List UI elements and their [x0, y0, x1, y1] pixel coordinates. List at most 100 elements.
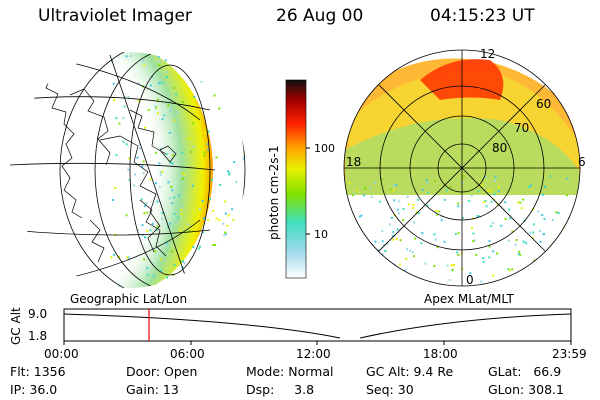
speckle-dot: [244, 201, 246, 204]
speckle-dot: [362, 281, 365, 284]
speckle-dot: [125, 143, 128, 146]
speckle-dot: [143, 212, 146, 215]
speckle-dot: [561, 237, 564, 240]
speckle-dot: [345, 278, 348, 280]
speckle-dot: [164, 282, 167, 285]
speckle-dot: [149, 84, 152, 87]
speckle-dot: [481, 184, 483, 187]
speckle-dot: [113, 253, 116, 256]
speckle-dot: [483, 201, 486, 204]
speckle-dot: [354, 228, 357, 231]
speckle-dot: [537, 264, 540, 267]
mlt-label-0: 0: [466, 273, 474, 287]
speckle-dot: [406, 195, 409, 198]
speckle-dot: [206, 68, 209, 71]
speckle-dot: [446, 264, 449, 267]
speckle-dot: [491, 221, 494, 224]
speckle-dot: [534, 263, 537, 266]
speckle-dot: [154, 182, 157, 185]
speckle-dot: [173, 212, 176, 215]
speckle-dot: [426, 182, 429, 185]
lat-lon-grid: [10, 52, 246, 288]
speckle-dot: [237, 233, 240, 236]
speckle-dot: [426, 204, 429, 207]
speckle-dot: [548, 175, 551, 178]
speckle-dot: [392, 238, 395, 241]
speckle-dot: [198, 201, 201, 204]
speckle-dot: [425, 179, 428, 182]
speckle-dot: [538, 229, 541, 232]
speckle-dot: [514, 243, 517, 246]
speckle-dot: [500, 224, 503, 227]
speckle-dot: [389, 188, 392, 191]
info-gain: Gain: 13: [126, 382, 179, 397]
speckle-dot: [127, 168, 130, 171]
speckle-dot: [576, 239, 579, 242]
speckle-dot: [435, 210, 438, 212]
speckle-dot: [224, 231, 227, 234]
speckle-dot: [168, 131, 171, 134]
speckle-dot: [348, 181, 351, 184]
speckle-dot: [504, 218, 507, 221]
speckle-dot: [167, 104, 170, 107]
speckle-dot: [173, 263, 176, 266]
speckle-dot: [171, 162, 174, 165]
speckle-dot: [110, 256, 113, 259]
speckle-dot: [487, 189, 490, 192]
speckle-dot: [407, 203, 410, 206]
speckle-dot: [161, 212, 164, 215]
speckle-dot: [414, 237, 417, 240]
speckle-dot: [399, 263, 401, 266]
speckle-dot: [134, 173, 136, 176]
speckle-dot: [532, 231, 535, 234]
speckle-dot: [235, 282, 238, 285]
speckle-dot: [112, 82, 115, 85]
speckle-dot: [557, 211, 560, 214]
speckle-dot: [161, 118, 164, 121]
speckle-dot: [504, 201, 507, 204]
speckle-dot: [577, 267, 580, 270]
speckle-dot: [493, 193, 496, 196]
speckle-dot: [379, 200, 382, 203]
speckle-dot: [448, 279, 451, 282]
speckle-dot: [211, 178, 214, 181]
speckle-dot: [218, 107, 221, 110]
speckle-dot: [171, 202, 174, 205]
info-door: Door: Open: [126, 364, 198, 379]
speckle-dot: [133, 184, 136, 187]
mlat-label-80: 80: [492, 141, 507, 155]
speckle-dot: [199, 245, 202, 248]
speckle-dot: [374, 278, 377, 281]
speckle-dot: [488, 240, 491, 243]
speckle-dot: [143, 258, 145, 261]
speckle-dot: [537, 210, 540, 213]
mlt-label-12: 12: [480, 47, 495, 61]
speckle-dot: [225, 233, 228, 236]
speckle-dot: [174, 151, 177, 154]
speckle-dot: [454, 233, 457, 235]
info-flt: Flt: 1356: [10, 364, 66, 379]
speckle-dot: [244, 151, 246, 154]
speckle-dot: [137, 82, 140, 85]
speckle-dot: [187, 223, 190, 226]
speckle-dot: [192, 246, 195, 249]
speckle-dot: [157, 112, 160, 115]
speckle-dot: [378, 277, 381, 280]
speckle-dot: [556, 276, 559, 279]
speckle-dot: [228, 173, 231, 176]
speckle-dot: [390, 216, 393, 219]
speckle-dot: [235, 181, 238, 184]
speckle-dot: [139, 147, 141, 150]
speckle-dot: [215, 156, 218, 159]
speckle-dot: [173, 86, 176, 89]
speckle-dot: [158, 60, 161, 63]
info-ip: IP: 36.0: [10, 382, 58, 397]
speckle-dot: [395, 272, 398, 275]
speckle-dot: [182, 52, 185, 54]
speckle-dot: [206, 143, 209, 146]
colorbar: [285, 79, 307, 279]
speckle-dot: [578, 212, 580, 215]
speckle-dot: [386, 242, 389, 245]
speckle-dot: [355, 223, 358, 226]
speckle-dot: [520, 277, 523, 279]
